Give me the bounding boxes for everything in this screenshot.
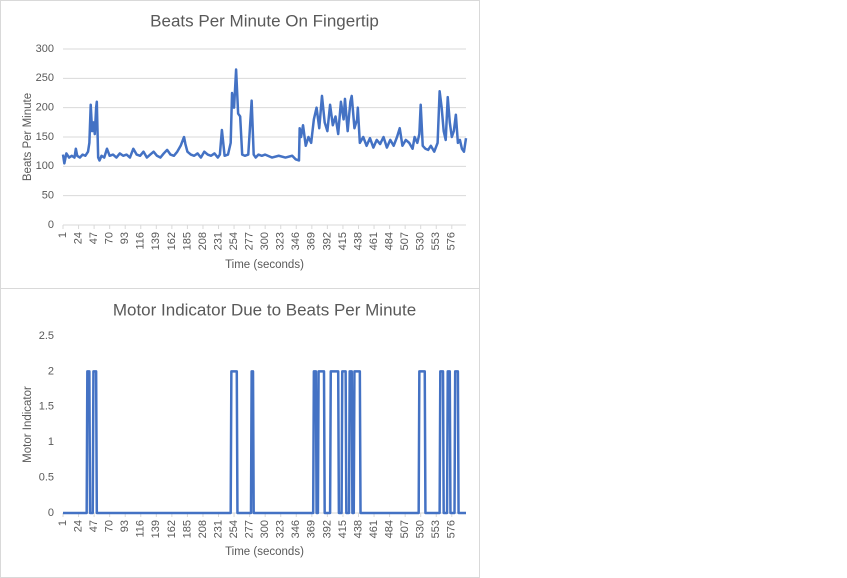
x-tick-label: 254: [228, 520, 240, 538]
x-tick-label: 254: [228, 232, 240, 250]
x-tick-label: 116: [135, 232, 147, 250]
x-tick-label: 277: [244, 232, 256, 250]
x-tick-label: 530: [415, 232, 427, 250]
y-tick-label: 0: [48, 507, 54, 519]
x-tick-label: 231: [212, 232, 224, 250]
x-tick-label: 24: [72, 232, 84, 244]
x-tick-label: 323: [275, 232, 287, 250]
x-tick-label: 576: [446, 232, 458, 250]
x-tick-label: 438: [352, 232, 364, 250]
x-tick-label: 139: [150, 232, 162, 250]
y-tick-label: 0: [48, 219, 54, 231]
x-tick-label: 415: [337, 232, 349, 250]
x-tick-label: 47: [88, 520, 100, 532]
y-tick-label: 50: [42, 190, 54, 202]
chart-title: Beats Per Minute On Fingertip: [150, 11, 379, 30]
x-tick-label: 93: [119, 232, 131, 244]
x-tick-label: 1: [57, 232, 69, 238]
y-tick-label: 0.5: [39, 472, 54, 484]
x-tick-label: 392: [321, 232, 333, 250]
x-tick-label: 24: [72, 520, 84, 532]
y-tick-label: 2.5: [39, 330, 54, 342]
y-axis-title: Beats Per Minute: [22, 93, 34, 181]
y-tick-label: 300: [36, 43, 54, 55]
x-tick-label: 70: [104, 232, 116, 244]
x-tick-label: 346: [290, 232, 302, 250]
y-tick-label: 200: [36, 102, 54, 114]
x-tick-label: 484: [383, 520, 395, 538]
data-line: [63, 370, 466, 515]
x-tick-label: 185: [181, 232, 193, 250]
x-tick-label: 415: [337, 520, 349, 538]
x-tick-label: 208: [197, 520, 209, 538]
x-tick-label: 461: [368, 520, 380, 538]
x-tick-label: 139: [150, 520, 162, 538]
x-tick-label: 185: [181, 520, 193, 538]
y-tick-label: 2: [48, 365, 54, 377]
x-tick-label: 553: [430, 520, 442, 538]
x-tick-label: 231: [212, 520, 224, 538]
x-tick-label: 461: [368, 232, 380, 250]
x-tick-label: 277: [244, 520, 256, 538]
x-tick-label: 70: [104, 520, 116, 532]
x-tick-label: 553: [430, 232, 442, 250]
x-tick-label: 438: [352, 520, 364, 538]
x-tick-label: 93: [119, 520, 131, 532]
x-tick-label: 369: [306, 232, 318, 250]
x-axis-title: Time (seconds): [225, 546, 304, 558]
x-tick-label: 576: [446, 520, 458, 538]
y-tick-label: 150: [36, 131, 54, 143]
x-tick-label: 162: [166, 520, 178, 538]
y-axis-title: Motor Indicator: [22, 386, 34, 463]
x-tick-label: 507: [399, 232, 411, 250]
x-tick-label: 300: [259, 232, 271, 250]
x-tick-label: 162: [166, 232, 178, 250]
x-tick-label: 530: [415, 520, 427, 538]
chart-panel: [0, 288, 480, 578]
x-axis-title: Time (seconds): [225, 259, 304, 271]
data-line: [61, 68, 468, 165]
y-tick-label: 100: [36, 160, 54, 172]
y-tick-label: 250: [36, 72, 54, 84]
x-tick-label: 507: [399, 520, 411, 538]
x-tick-label: 1: [57, 520, 69, 526]
x-tick-label: 392: [321, 520, 333, 538]
x-tick-label: 47: [88, 232, 100, 244]
x-tick-label: 484: [383, 232, 395, 250]
x-tick-label: 208: [197, 232, 209, 250]
x-tick-label: 300: [259, 520, 271, 538]
x-tick-label: 116: [135, 520, 147, 538]
y-tick-label: 1: [48, 436, 54, 448]
x-tick-label: 323: [275, 520, 287, 538]
y-tick-label: 1.5: [39, 401, 54, 413]
x-tick-label: 346: [290, 520, 302, 538]
chart-title: Motor Indicator Due to Beats Per Minute: [113, 300, 416, 319]
x-tick-label: 369: [306, 520, 318, 538]
